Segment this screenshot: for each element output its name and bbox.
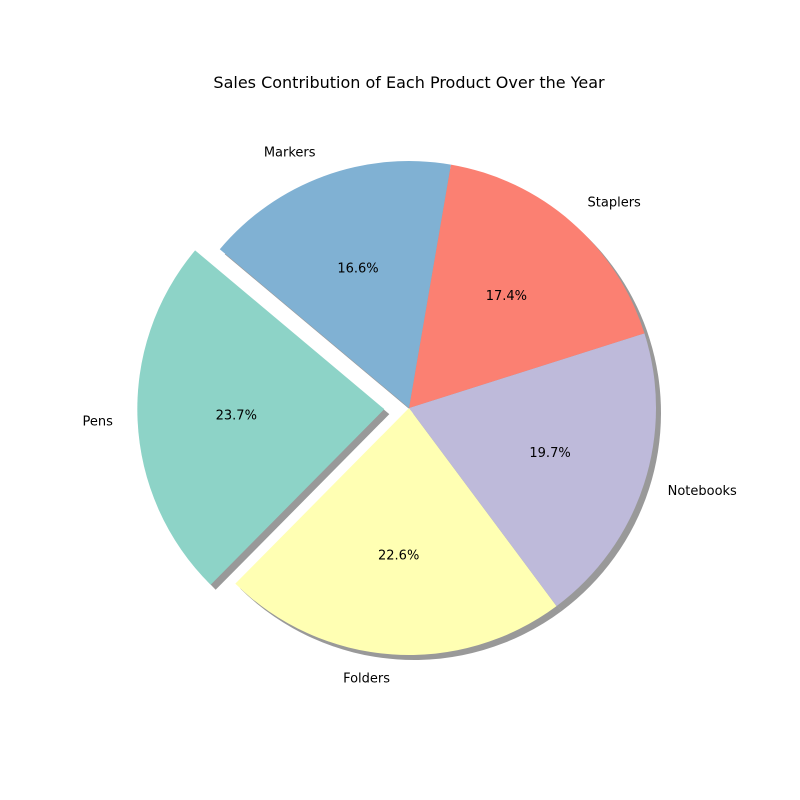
pct-label-pens: 23.7% (216, 409, 257, 424)
label-layer: 23.7% Pens 22.6% Folders 19.7% Notebooks 17.4%… (83, 145, 738, 686)
slice-label-markers: Markers (264, 145, 316, 160)
pie-slice-pens (137, 250, 385, 585)
slice-label-notebooks: Notebooks (668, 484, 737, 499)
pct-label-staplers: 17.4% (486, 289, 527, 304)
pie-slice-markers (219, 160, 451, 408)
slice-layer (137, 160, 656, 656)
pct-label-notebooks: 19.7% (529, 446, 570, 461)
slice-label-staplers: Staplers (588, 196, 642, 211)
pct-label-markers: 16.6% (337, 261, 378, 276)
pie-slice-notebooks (409, 333, 656, 607)
pie-slice-staplers (409, 164, 645, 408)
chart-title: Sales Contribution of Each Product Over … (213, 73, 605, 92)
pie-slice-folders (235, 408, 557, 656)
slice-label-pens: Pens (83, 414, 114, 429)
slice-label-folders: Folders (343, 672, 390, 687)
pct-label-folders: 22.6% (378, 548, 419, 563)
